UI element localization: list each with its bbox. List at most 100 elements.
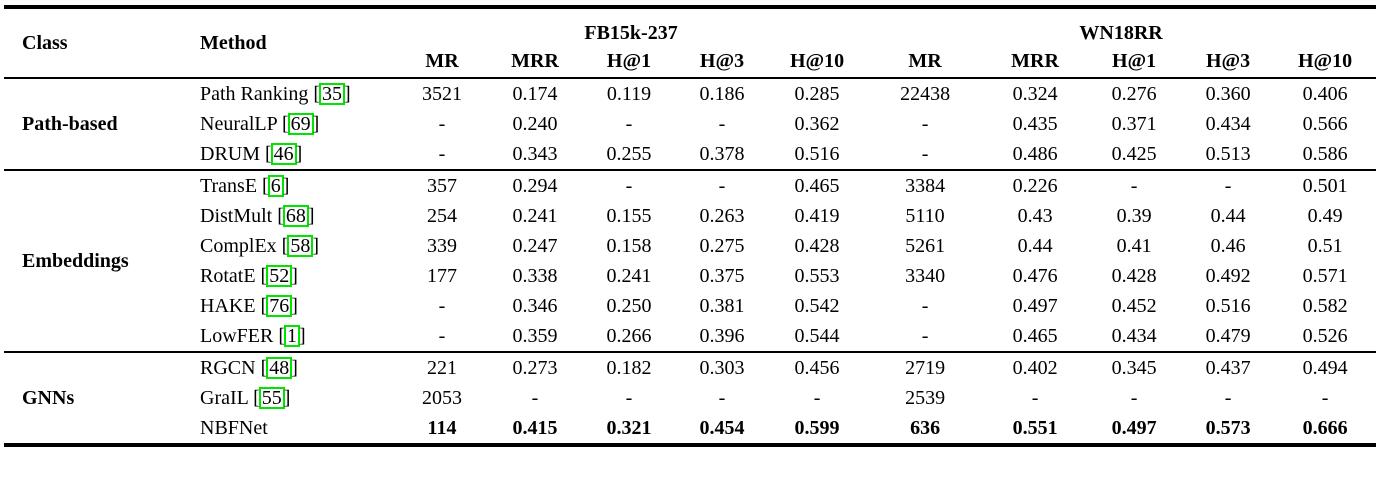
citation-link[interactable]: 76 — [266, 294, 293, 317]
citation-link[interactable]: 68 — [282, 204, 309, 227]
metric-value-cell: 254 — [427, 204, 457, 227]
metric-value-cell: 0.346 — [512, 294, 558, 317]
metric-value-cell: - — [718, 112, 726, 135]
metric-value-cell: 114 — [427, 416, 457, 439]
method-cell: RotatE [52] — [200, 264, 298, 287]
class-cell: Path-based — [4, 77, 184, 170]
metric-value-cell: 2719 — [866, 351, 985, 383]
method-cell: DistMult [68] — [200, 204, 315, 227]
metric-value-cell: 0.182 — [582, 351, 676, 383]
metric-value-cell: 5261 — [905, 234, 946, 257]
table-row: HAKE [76] - 0.346 0.250 0.381 0.542 - 0.497 0.45… — [4, 291, 1376, 321]
metric-value-cell: 0.371 — [1111, 112, 1157, 135]
metric-value-cell: - — [531, 386, 539, 409]
metric-value-cell: 0.49 — [1307, 204, 1343, 227]
metric-value-cell: 0.240 — [512, 112, 558, 135]
metric-value-cell: 0.250 — [606, 294, 652, 317]
metric-value-cell: 0.285 — [768, 77, 867, 109]
metric-value-cell: 0.46 — [1210, 234, 1246, 257]
col-header-wn-mr: MR — [908, 49, 942, 72]
metric-value-cell: 339 — [427, 234, 457, 257]
metric-value-cell: - — [921, 294, 929, 317]
dataset-header-row: Class Method FB15k-237 WN18RR — [4, 7, 1376, 54]
metric-value-cell: 0.566 — [1302, 112, 1348, 135]
citation-link[interactable]: 69 — [287, 112, 314, 135]
method-cell: NeuralLP [69] — [200, 112, 320, 135]
col-header-wn-mrr: MRR — [1011, 49, 1059, 72]
metric-value-cell: 0.428 — [794, 234, 840, 257]
citation-link[interactable]: 6 — [267, 174, 284, 197]
table-row: DRUM [46] - 0.343 0.255 0.378 0.516 - 0.486 0.42… — [4, 139, 1376, 170]
col-header-wn-h1: H@1 — [1111, 49, 1157, 72]
method-cell: TransE [6] — [184, 169, 396, 201]
method-cell: DRUM [46] — [200, 142, 303, 165]
method-cell: RGCN [48] — [184, 351, 396, 383]
metric-value-cell: 3521 — [396, 77, 488, 109]
metric-value-cell: 0.359 — [512, 324, 558, 347]
metric-value-cell: 0.494 — [1274, 351, 1377, 383]
metric-value-cell: 0.275 — [699, 234, 745, 257]
method-cell: ComplEx [58] — [200, 234, 320, 257]
metric-value-cell: 0.402 — [984, 351, 1087, 383]
col-header-wn-h10: H@10 — [1298, 49, 1353, 72]
metric-value-cell: 0.486 — [1012, 142, 1058, 165]
citation-link[interactable]: 1 — [284, 324, 300, 347]
metric-value-cell: 0.247 — [512, 234, 558, 257]
table-row: GraIL [55] 2053 - - - - 2539 - - - - — [4, 383, 1376, 413]
metric-value-cell: 0.381 — [699, 294, 745, 317]
metric-value-cell: - — [438, 324, 446, 347]
metric-value-cell: 0.119 — [582, 77, 676, 109]
metric-value-cell: 0.479 — [1205, 324, 1251, 347]
citation-link[interactable]: 52 — [266, 264, 293, 287]
metric-value-cell: 0.586 — [1302, 142, 1348, 165]
metric-value-cell: - — [438, 142, 446, 165]
metric-value-cell: 0.324 — [984, 77, 1087, 109]
metric-value-cell: - — [921, 324, 929, 347]
metric-value-cell: 0.526 — [1302, 324, 1348, 347]
class-cell: GNNs — [4, 351, 184, 445]
metric-value-cell: 0.294 — [488, 169, 582, 201]
metric-value-cell: 0.419 — [794, 204, 840, 227]
metric-value-cell: 0.44 — [1210, 204, 1246, 227]
metric-value-cell: - — [625, 386, 633, 409]
metric-value-cell: 0.573 — [1205, 416, 1251, 439]
metric-value-cell: 221 — [396, 351, 488, 383]
metric-value-cell: - — [582, 169, 676, 201]
metric-value-cell: 0.345 — [1086, 351, 1183, 383]
metric-value-cell: 0.321 — [606, 416, 652, 439]
metric-value-cell: 3340 — [905, 264, 946, 287]
metric-value-cell: 0.497 — [1111, 416, 1157, 439]
metric-value-cell: 0.501 — [1274, 169, 1377, 201]
metric-value-cell: - — [1321, 386, 1329, 409]
citation-link[interactable]: 48 — [266, 356, 293, 379]
metric-value-cell: 0.425 — [1111, 142, 1157, 165]
method-cell: Path Ranking [35] — [184, 77, 396, 109]
metric-value-cell: 0.396 — [699, 324, 745, 347]
metric-value-cell: 0.497 — [1012, 294, 1058, 317]
metric-value-cell: 0.174 — [488, 77, 582, 109]
metric-value-cell: - — [1086, 169, 1183, 201]
metric-value-cell: 0.378 — [699, 142, 745, 165]
citation-link[interactable]: 35 — [319, 82, 345, 105]
table-row: GNNs RGCN [48] 221 0.273 0.182 0.303 0.456 2719… — [4, 351, 1377, 445]
metric-value-cell: 0.226 — [984, 169, 1087, 201]
metric-value-cell: 0.542 — [794, 294, 840, 317]
metric-value-cell: 0.452 — [1111, 294, 1157, 317]
metric-value-cell: 22438 — [866, 77, 985, 109]
col-header-fb-mr: MR — [425, 49, 459, 72]
metric-value-cell: 357 — [396, 169, 488, 201]
metric-value-cell: 0.303 — [676, 351, 768, 383]
table-header: Class Method FB15k-237 WN18RR MR MRR H@1 H@… — [4, 7, 1377, 78]
metric-value-cell: 0.456 — [768, 351, 867, 383]
metric-value-cell: - — [1182, 169, 1275, 201]
metric-value-cell: - — [1224, 386, 1232, 409]
metric-value-cell: - — [921, 142, 929, 165]
citation-link[interactable]: 55 — [258, 386, 285, 409]
citation-link[interactable]: 58 — [287, 234, 314, 257]
metric-value-cell: 0.241 — [512, 204, 558, 227]
metric-value-cell: 636 — [910, 416, 941, 439]
metric-value-cell: 0.343 — [512, 142, 558, 165]
citation-link[interactable]: 46 — [270, 142, 297, 165]
metric-value-cell: 3384 — [866, 169, 985, 201]
metric-value-cell: 0.51 — [1307, 234, 1343, 257]
